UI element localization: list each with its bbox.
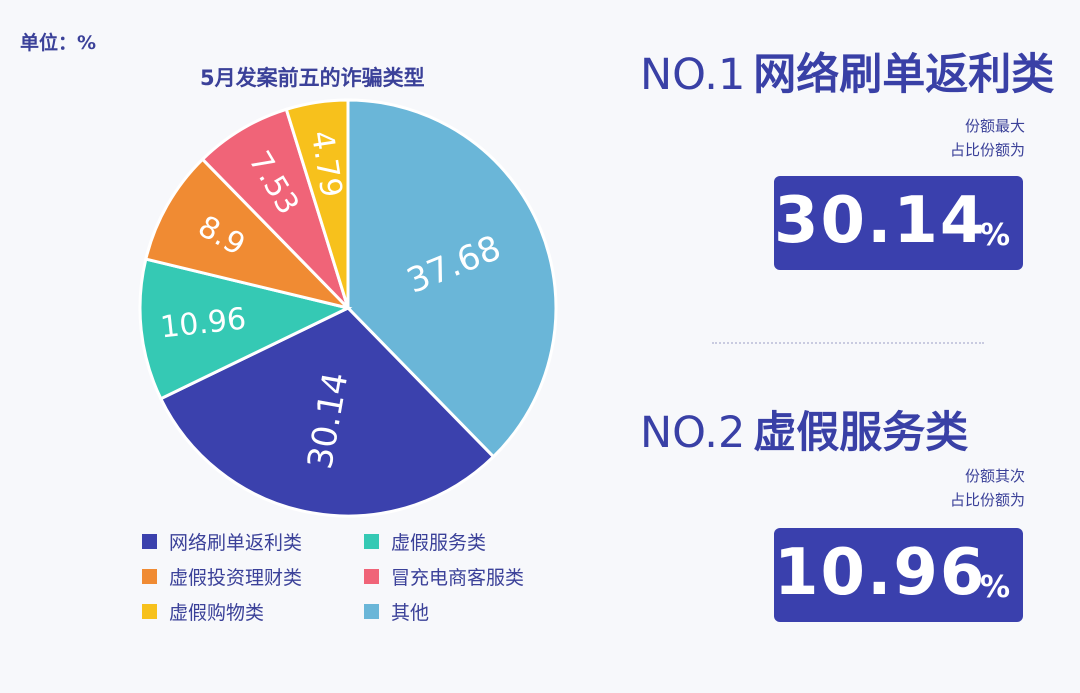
legend-label: 虚假投资理财类 [169, 567, 303, 589]
legend-item-2: 虚假投资理财类 [142, 563, 302, 590]
rank-2-desc-line1: 份额其次 [964, 467, 1025, 485]
legend-label: 虚假购物类 [169, 602, 265, 624]
rank-1-desc-line1: 份额最大 [964, 117, 1025, 135]
rank-2-value-box: 10.96 % [774, 528, 1023, 622]
legend-swatch [142, 569, 157, 584]
pie-slice-4 [200, 107, 350, 310]
legend-label: 网络刷单返利类 [169, 532, 303, 554]
pie-slice-2 [138, 257, 353, 401]
rank-1-description: 份额最大 占比份额为 [950, 114, 1025, 162]
legend-swatch [364, 569, 379, 584]
rank-2-description: 份额其次 占比份额为 [950, 464, 1025, 512]
unit-label: 单位：% [20, 32, 97, 54]
rank-1-name: 网络刷单返利类 [753, 50, 1055, 100]
rank-1-heading: NO.1 网络刷单返利类 [640, 40, 1054, 102]
rank-1-number: NO.1 [640, 50, 746, 100]
legend-item-0: 网络刷单返利类 [142, 528, 302, 555]
rank-2-heading: NO.2 虚假服务类 [640, 398, 968, 460]
pie-slice-3 [144, 157, 353, 311]
rank-2-desc-line2: 占比份额为 [949, 491, 1025, 509]
rank-1-value: 30.14 [774, 184, 987, 258]
legend-item-4: 虚假购物类 [142, 598, 264, 625]
legend-item-5: 其他 [364, 598, 429, 625]
legend-item-1: 虚假服务类 [364, 528, 486, 555]
pie-slice-0 [346, 98, 558, 459]
legend-item-3: 冒充电商客服类 [364, 563, 524, 590]
rank-2-value: 10.96 [774, 536, 987, 610]
legend-label: 其他 [391, 602, 430, 624]
rank-2-unit: % [980, 570, 1011, 605]
legend-swatch [142, 604, 157, 619]
legend-swatch [364, 604, 379, 619]
legend-label: 冒充电商客服类 [391, 567, 525, 589]
rank-1-desc-line2: 占比份额为 [949, 141, 1025, 159]
legend-swatch [142, 534, 157, 549]
pie-slice-5 [284, 98, 350, 309]
rank-1-unit: % [980, 218, 1011, 253]
rank-2-number: NO.2 [640, 408, 746, 458]
chart-title: 5月发案前五的诈骗类型 [200, 66, 425, 90]
legend-swatch [364, 534, 379, 549]
divider [712, 342, 984, 344]
rank-2-name: 虚假服务类 [753, 408, 969, 458]
legend-label: 虚假服务类 [391, 532, 487, 554]
rank-1-value-box: 30.14 % [774, 176, 1023, 270]
